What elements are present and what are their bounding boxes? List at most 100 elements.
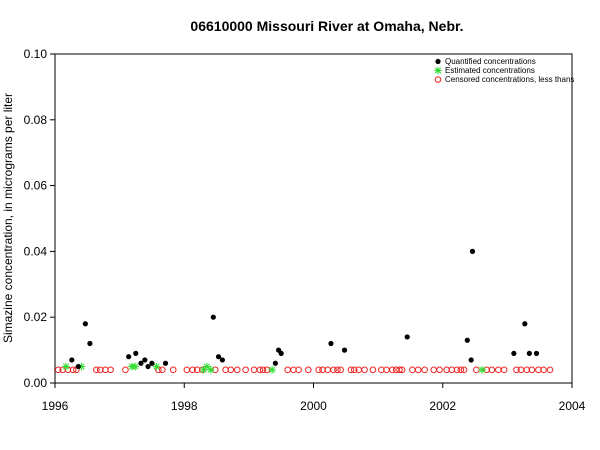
quantified-point xyxy=(215,354,222,360)
censored-point xyxy=(500,366,508,374)
censored-point xyxy=(396,366,403,374)
quantified-point xyxy=(219,357,225,363)
x-tick-label: 1998 xyxy=(171,399,198,413)
censored-point xyxy=(315,366,322,374)
quantified-point xyxy=(464,337,470,343)
censored-point xyxy=(528,366,536,374)
series-asterisk xyxy=(62,362,486,374)
censored-point xyxy=(189,366,196,374)
censored-point xyxy=(227,366,235,374)
legend-marker xyxy=(434,76,442,83)
quantified-point xyxy=(210,314,216,320)
censored-point xyxy=(453,366,461,374)
axes: 1996 1998 2000 2002 2004 0.00 0.02 0.04 0.06 0.08… xyxy=(24,47,586,413)
quantified-point xyxy=(82,321,88,327)
y-tick-label: 0.04 xyxy=(24,244,48,258)
y-tick-label: 0.00 xyxy=(24,376,48,390)
estimated-point xyxy=(152,362,161,371)
censored-point xyxy=(284,366,291,374)
quantified-point xyxy=(404,334,410,340)
y-tick-label: 0.10 xyxy=(24,47,48,61)
quantified-point xyxy=(138,360,144,366)
censored-point xyxy=(107,366,114,374)
chart-title: 06610000 Missouri River at Omaha, Nebr. xyxy=(190,18,463,34)
censored-point xyxy=(457,366,465,374)
quantified-point xyxy=(142,357,148,363)
censored-point xyxy=(337,366,344,374)
quantified-point xyxy=(133,350,139,356)
quantified-point xyxy=(145,363,151,370)
quantified-point xyxy=(533,350,540,356)
censored-point xyxy=(473,366,480,374)
censored-point xyxy=(430,366,438,374)
censored-point xyxy=(242,366,249,374)
estimated-point xyxy=(268,366,276,374)
x-tick-label: 2004 xyxy=(559,399,586,413)
censored-point xyxy=(250,366,258,374)
censored-point xyxy=(347,366,355,374)
censored-point xyxy=(295,366,302,374)
data-marks xyxy=(54,248,554,374)
legend-label: Censored concentrations, less thans xyxy=(445,75,574,84)
censored-point xyxy=(389,366,396,374)
y-tick-label: 0.06 xyxy=(24,179,48,193)
legend-marker xyxy=(435,58,441,65)
quantified-point xyxy=(69,357,75,363)
censored-point xyxy=(334,366,341,374)
x-tick-label: 1996 xyxy=(42,399,69,413)
quantified-point xyxy=(75,363,81,370)
estimated-point xyxy=(131,362,139,371)
quantified-point xyxy=(87,340,93,347)
quantified-point xyxy=(278,350,284,356)
censored-point xyxy=(169,366,177,374)
censored-point xyxy=(546,366,554,374)
quantified-point xyxy=(162,360,169,366)
legend-marker xyxy=(434,66,442,75)
quantified-point xyxy=(469,248,476,254)
censored-point xyxy=(369,366,377,374)
censored-point xyxy=(122,366,129,374)
quantified-point xyxy=(526,350,532,356)
legend-label: Quantified concentrations xyxy=(445,57,536,66)
censored-point xyxy=(305,366,312,374)
censored-point xyxy=(409,366,416,374)
censored-point xyxy=(361,366,368,374)
quantified-point xyxy=(126,354,132,360)
censored-point xyxy=(350,366,358,374)
legend-label: Estimated concentrations xyxy=(445,66,535,75)
censored-point xyxy=(398,366,406,374)
x-tick-label: 2000 xyxy=(300,399,327,413)
estimated-point xyxy=(62,362,70,371)
quantified-point xyxy=(511,350,517,356)
y-axis-label: Simazine concentration, in micrograms pe… xyxy=(1,93,15,343)
plot-frame xyxy=(54,53,573,384)
censored-point xyxy=(495,366,502,374)
censored-point xyxy=(93,366,100,374)
censored-point xyxy=(54,366,62,374)
censored-point xyxy=(460,366,468,374)
series-open-circle xyxy=(54,366,554,374)
censored-point xyxy=(158,366,166,374)
censored-point xyxy=(259,366,267,374)
censored-point xyxy=(540,366,547,374)
censored-point xyxy=(256,366,264,374)
censored-point xyxy=(69,366,77,374)
y-tick-label: 0.02 xyxy=(24,310,48,324)
censored-point xyxy=(436,366,443,374)
censored-point xyxy=(330,366,337,374)
quantified-point xyxy=(341,347,348,353)
censored-point xyxy=(414,366,422,374)
series-filled-circle xyxy=(69,248,540,370)
x-tick-label: 2002 xyxy=(429,399,456,413)
quantified-point xyxy=(149,360,155,366)
censored-point xyxy=(233,366,241,374)
quantified-point xyxy=(522,321,528,327)
y-tick-label: 0.08 xyxy=(24,113,48,127)
censored-point xyxy=(513,366,520,374)
estimated-point xyxy=(206,366,215,374)
quantified-point xyxy=(328,340,334,347)
quantified-point xyxy=(272,360,278,366)
